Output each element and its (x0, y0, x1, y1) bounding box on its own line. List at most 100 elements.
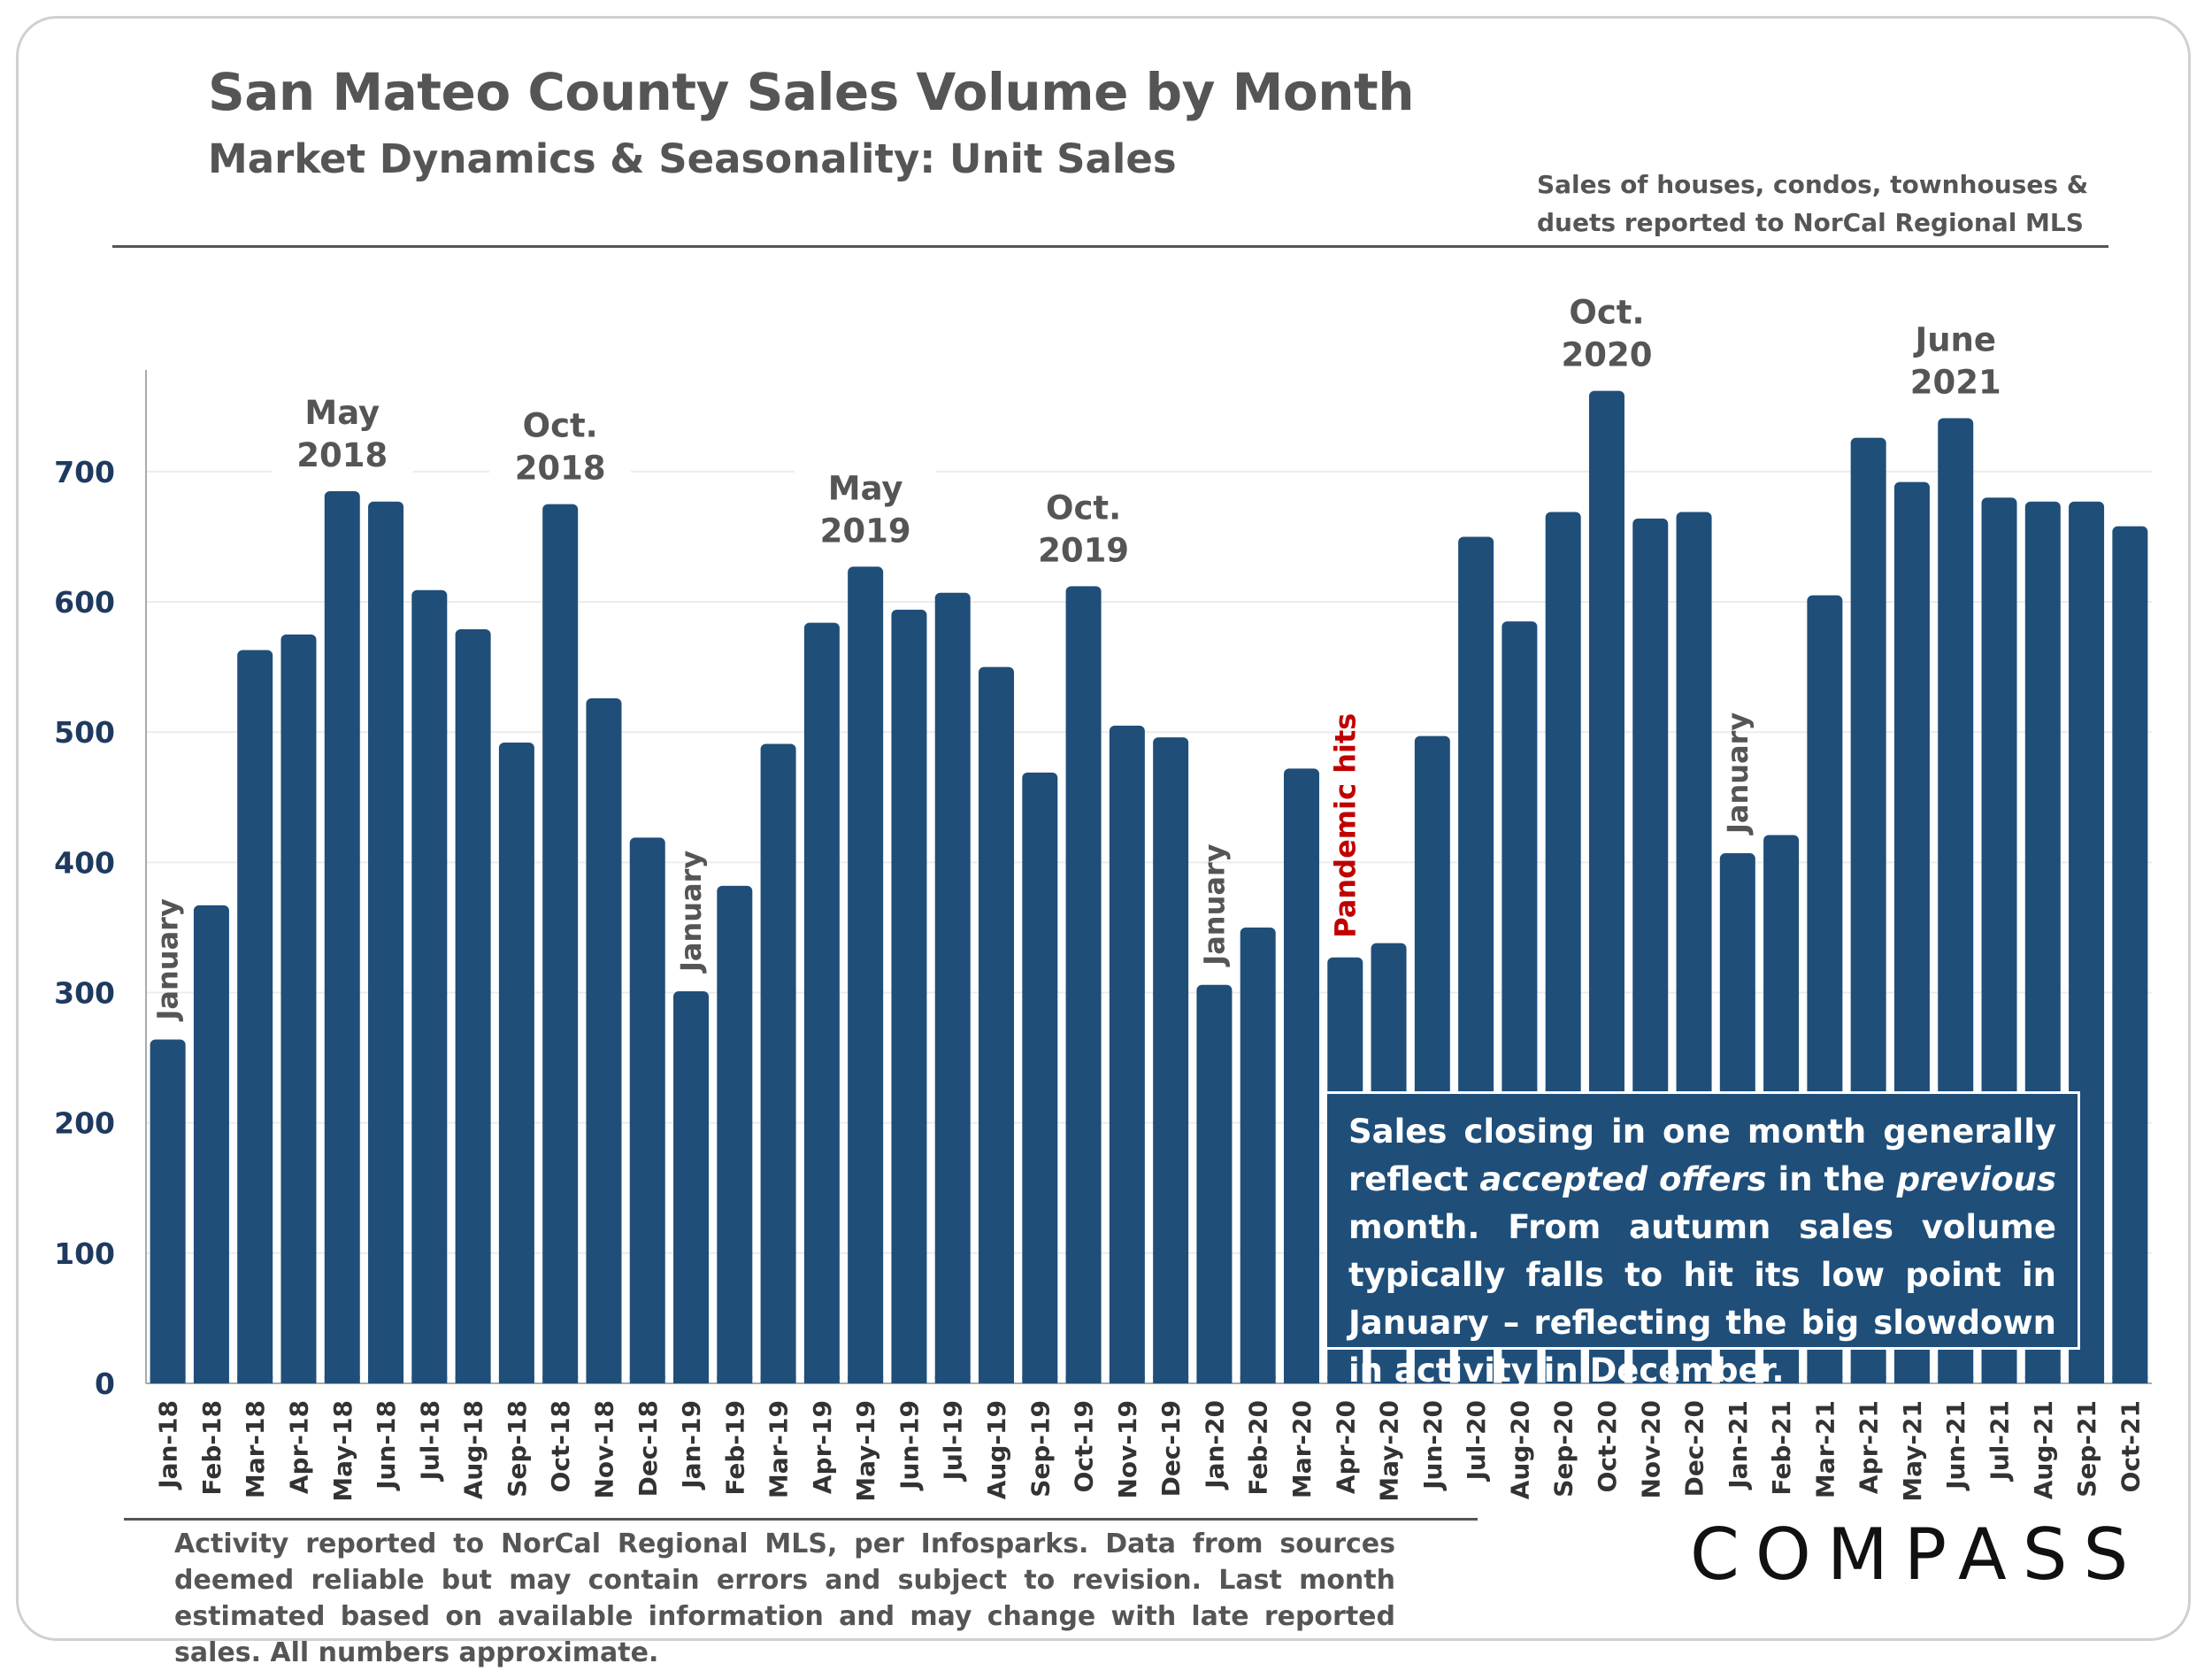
x-tick-label: Oct-20 (1593, 1400, 1622, 1492)
bar-base (237, 1376, 273, 1383)
x-tick-label: Oct-19 (1070, 1400, 1099, 1492)
y-tick-label: 600 (54, 585, 115, 620)
y-tick-label: 100 (54, 1236, 115, 1271)
x-tick-label: Feb-18 (197, 1400, 227, 1496)
x-tick-label: Mar-20 (1287, 1400, 1317, 1498)
bar (411, 589, 448, 1383)
x-tick-label: Apr-18 (284, 1400, 313, 1494)
bar (1022, 772, 1058, 1383)
annotation-bg (271, 384, 413, 479)
bar (1283, 768, 1319, 1383)
bar-base (1850, 1376, 1886, 1383)
bar-base (1153, 1376, 1189, 1383)
x-tick-label: May-20 (1375, 1400, 1404, 1502)
bar (368, 501, 404, 1383)
x-tick-label: Mar-21 (1810, 1400, 1839, 1498)
x-tick-label: Jun-18 (372, 1400, 401, 1491)
bar-base (673, 1376, 710, 1383)
bar-base (934, 1376, 971, 1383)
x-tick-label: Jan-20 (1200, 1400, 1229, 1490)
footer-divider (124, 1518, 1478, 1521)
bar (2112, 526, 2148, 1383)
peak-annotation: May (304, 394, 380, 432)
source-note-line-2: duets reported to NorCal Regional MLS (1537, 208, 2084, 237)
bar-base (1588, 1376, 1624, 1383)
x-tick-label: Apr-19 (808, 1400, 837, 1494)
x-tick-label: Jul-18 (415, 1400, 444, 1482)
bar-base (193, 1376, 229, 1383)
x-tick-label: Mar-18 (241, 1400, 270, 1498)
bar (455, 628, 491, 1383)
bar-base (1240, 1376, 1276, 1383)
annotation-bg (795, 460, 937, 555)
bar (586, 697, 622, 1383)
bar-base (717, 1376, 753, 1383)
bar-base (324, 1376, 360, 1383)
header-divider (112, 245, 2108, 248)
annotation-bg (1885, 312, 2027, 406)
vertical-annotation: January (674, 851, 708, 974)
annotation-bg (1535, 284, 1678, 379)
callout-box: Sales closing in one month generally ref… (1325, 1091, 2080, 1390)
vertical-annotation: January (1721, 712, 1755, 836)
bar-base (1545, 1376, 1581, 1383)
bar-base (455, 1376, 491, 1383)
bar (717, 885, 753, 1383)
x-tick-label: Mar-19 (764, 1400, 794, 1498)
bar-base (1371, 1376, 1407, 1383)
vertical-annotation: Pandemic hits (1328, 713, 1362, 938)
bar (280, 634, 317, 1383)
peak-annotation: 2021 (1910, 364, 2001, 402)
x-tick-label: Jun-21 (1941, 1400, 1970, 1491)
bar-base (586, 1376, 622, 1383)
bar-base (1196, 1376, 1233, 1383)
x-tick-label: Sep-21 (2072, 1400, 2101, 1498)
x-tick-label: Feb-19 (720, 1400, 749, 1496)
peak-annotation: 2020 (1561, 336, 1652, 374)
bar-base (542, 1376, 579, 1383)
bar (629, 837, 665, 1383)
x-tick-label: Nov-18 (589, 1400, 618, 1499)
y-tick-label: 400 (54, 845, 115, 880)
y-tick-label: 500 (54, 715, 115, 750)
bar (1109, 725, 1145, 1383)
callout-emphasis-1: accepted offers (1479, 1160, 1767, 1198)
x-tick-label: Aug-20 (1505, 1400, 1534, 1499)
bar (1240, 927, 1276, 1383)
x-tick-label: Aug-21 (2029, 1400, 2058, 1499)
bar (934, 592, 971, 1383)
bar-base (1283, 1376, 1319, 1383)
bar (193, 905, 229, 1383)
bar (498, 742, 534, 1383)
bar-base (1065, 1376, 1102, 1383)
bar (1196, 984, 1233, 1383)
chart-subtitle: Market Dynamics & Seasonality: Unit Sale… (208, 135, 1177, 182)
bar-base (1893, 1376, 1930, 1383)
compass-logo: COMPASS (1690, 1513, 2145, 1596)
bar-base (1458, 1376, 1494, 1383)
x-tick-label: Jan-18 (154, 1400, 183, 1490)
bar-base (2069, 1376, 2105, 1383)
peak-annotation: Oct. (1046, 489, 1121, 527)
annotation-bg (1012, 480, 1155, 574)
x-tick-label: Dec-19 (1156, 1400, 1186, 1497)
x-tick-label: Apr-20 (1331, 1400, 1360, 1494)
bar-base (1719, 1376, 1755, 1383)
peak-annotation: Oct. (523, 407, 598, 445)
bar-base (1676, 1376, 1712, 1383)
source-note-line-1: Sales of houses, condos, townhouses & (1537, 170, 2089, 199)
peak-annotation: May (828, 469, 903, 507)
peak-annotation: June (1912, 321, 1996, 359)
bar (542, 504, 579, 1383)
x-tick-label: Dec-18 (634, 1400, 663, 1497)
y-tick-label: 700 (54, 455, 115, 489)
x-tick-label: Aug-19 (982, 1400, 1011, 1499)
peak-annotation: 2019 (1038, 531, 1129, 569)
vertical-annotation: January (1197, 843, 1231, 966)
bar (891, 609, 927, 1383)
bar (848, 566, 884, 1383)
bar-base (2024, 1376, 2061, 1383)
x-tick-label: Jan-19 (677, 1400, 706, 1490)
bar-base (1938, 1376, 1974, 1383)
